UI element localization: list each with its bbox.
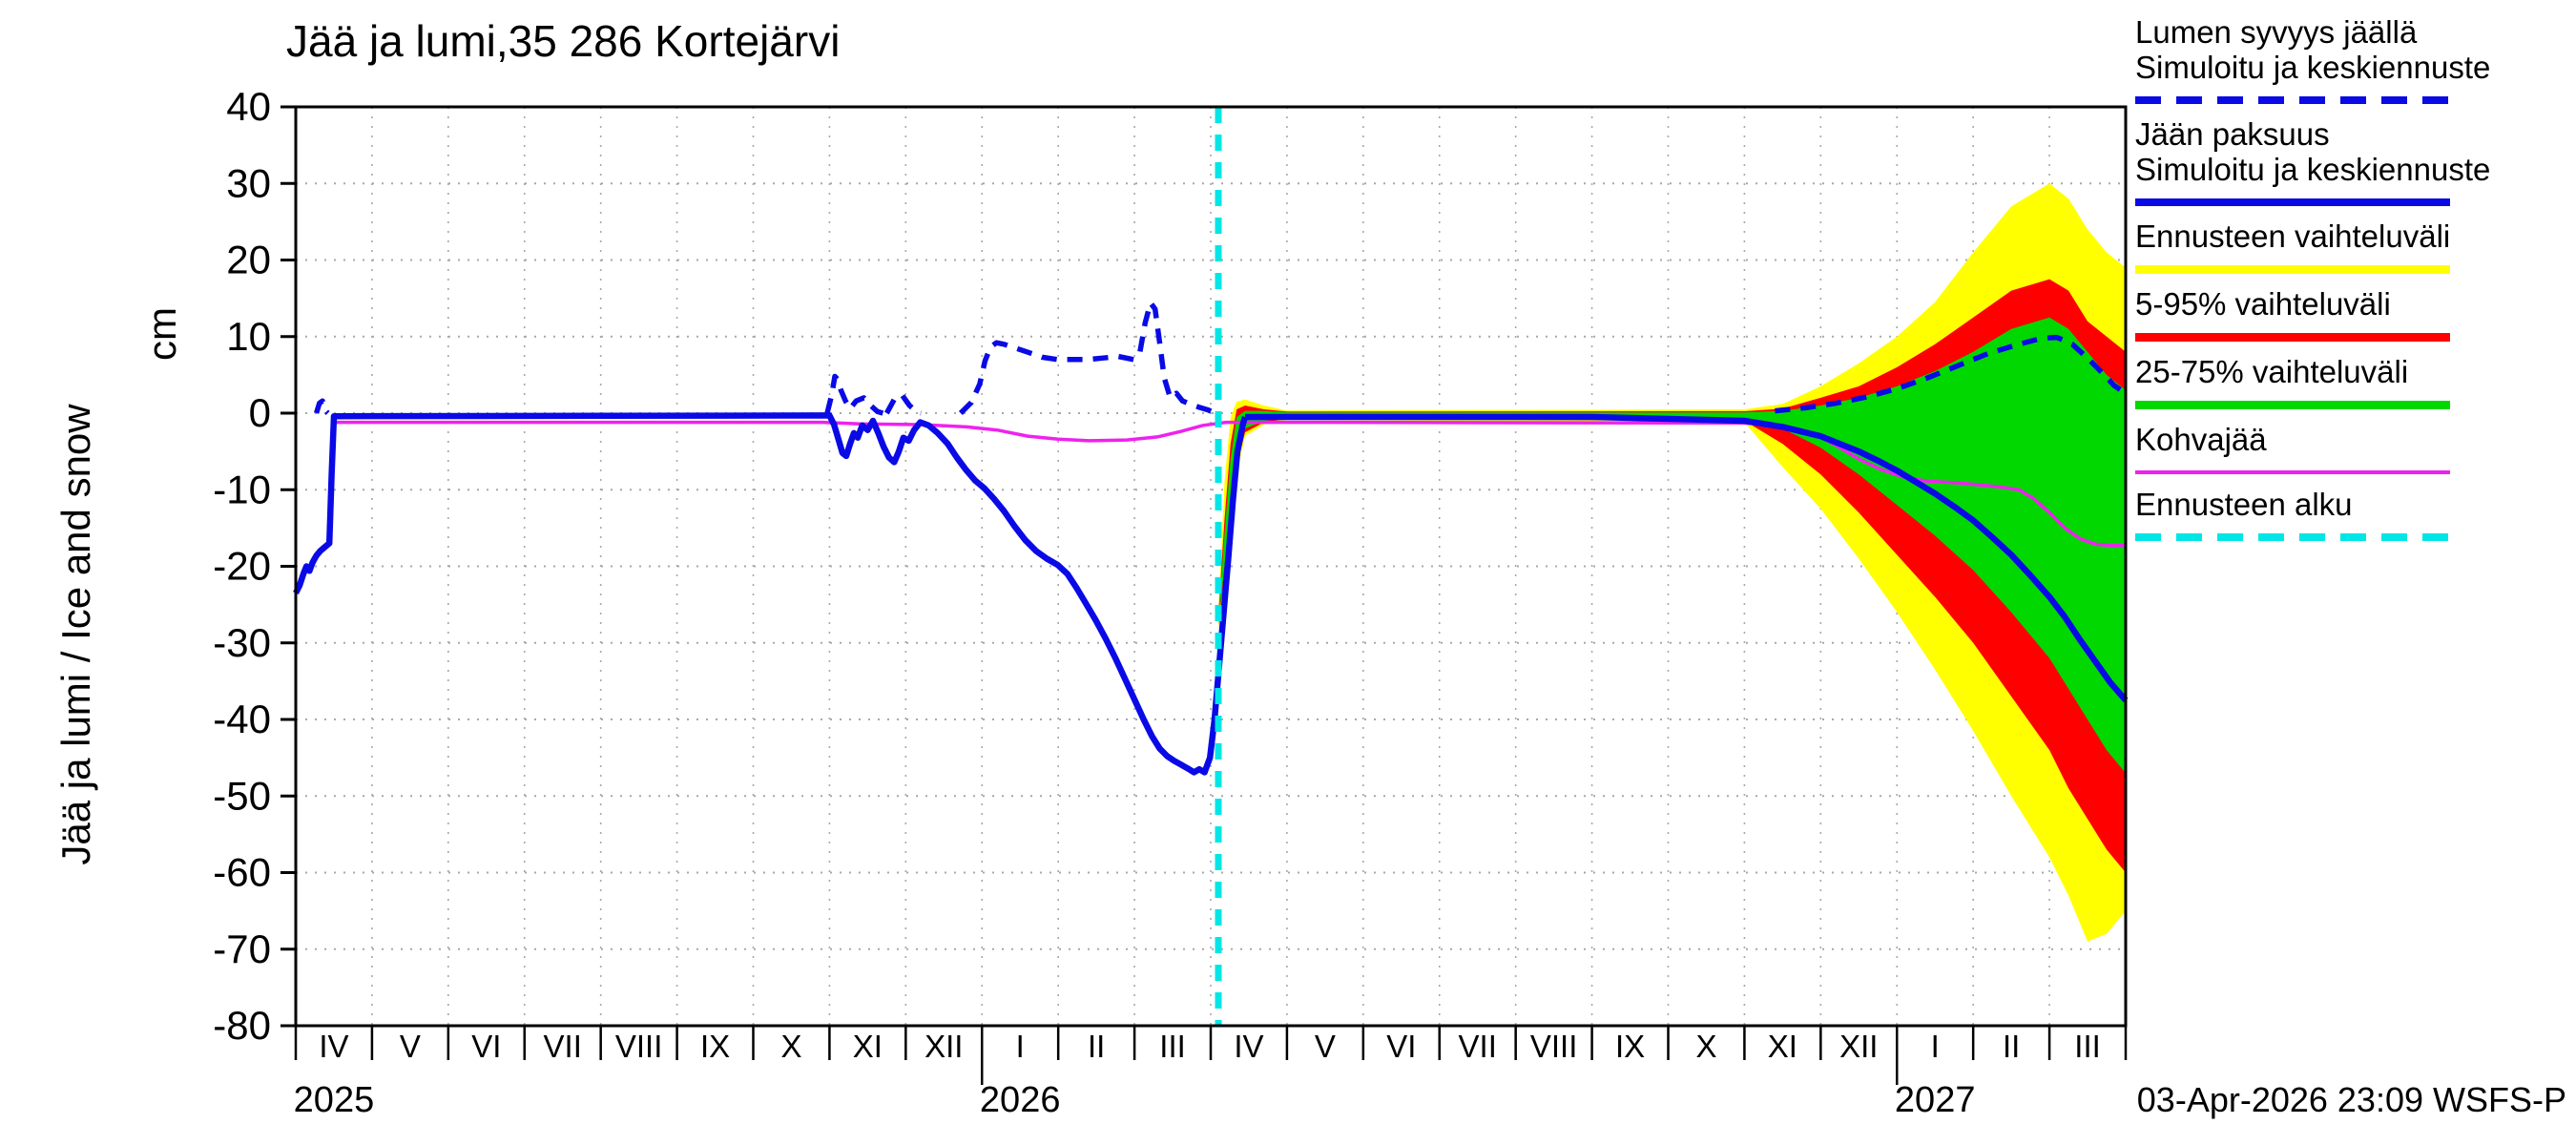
legend-label: Ennusteen alku: [2135, 487, 2353, 522]
y-tick-label: -80: [213, 1003, 271, 1048]
legend-item-snow-depth: Lumen syvyys jäällä Simuloitu ja keskien…: [2135, 14, 2574, 104]
ice-forecast-line: [1245, 413, 2129, 703]
snow-history-line: [824, 373, 884, 416]
legend-snow-depth-line-sample: [2135, 96, 2450, 104]
month-label: IX: [1615, 1029, 1645, 1064]
y-axis-label: Jää ja lumi / Ice and snow: [53, 404, 98, 865]
month-label: V: [1315, 1029, 1336, 1064]
legend-label: 5-95% vaihteluväli: [2135, 286, 2391, 322]
y-tick-label: -50: [213, 773, 271, 818]
y-tick-label: -30: [213, 620, 271, 665]
x-axis: IV V VI VII VIII IX X XI XII I II III IV V VI VII VIII IX…: [294, 1026, 2128, 1120]
legend-ice-thickness-line-sample: [2135, 198, 2450, 206]
y-tick-label: -60: [213, 850, 271, 895]
snow-history-line: [958, 300, 1216, 416]
month-label: XII: [1839, 1029, 1878, 1064]
month-label: VII: [1459, 1029, 1497, 1064]
legend-forecast-start-line-sample: [2135, 533, 2450, 541]
chart-title: Jää ja lumi,35 286 Kortejärvi: [286, 16, 841, 66]
month-label: XII: [924, 1029, 963, 1064]
legend-label: Simuloitu ja keskiennuste: [2135, 50, 2491, 85]
band-green: [1218, 317, 2126, 774]
month-label: XI: [1768, 1029, 1797, 1064]
month-label: I: [1016, 1029, 1025, 1064]
month-label: V: [400, 1029, 421, 1064]
simulated-series: [293, 300, 2129, 776]
legend-label: Lumen syvyys jäällä: [2135, 14, 2418, 50]
month-label: III: [2074, 1029, 2101, 1064]
y-tick-label: 10: [226, 314, 271, 359]
month-label: IX: [700, 1029, 730, 1064]
forecast-bands: [1218, 183, 2126, 942]
legend-label: Jään paksuus: [2135, 116, 2330, 152]
legend-kohvajaa-line-sample: [2135, 470, 2450, 474]
legend-label: Simuloitu ja keskiennuste: [2135, 152, 2491, 187]
month-label: IV: [319, 1029, 348, 1064]
month-label: I: [1931, 1029, 1940, 1064]
legend-item-5-95-range: 5-95% vaihteluväli: [2135, 286, 2574, 342]
month-label: III: [1159, 1029, 1186, 1064]
month-label: XI: [853, 1029, 883, 1064]
legend-item-25-75-range: 25-75% vaihteluväli: [2135, 354, 2574, 409]
month-label: VI: [471, 1029, 501, 1064]
y-tick-label: -10: [213, 467, 271, 511]
month-label: X: [1695, 1029, 1716, 1064]
legend-forecast-range-line-sample: [2135, 265, 2450, 274]
snow-history-line: [313, 398, 330, 415]
month-label: II: [1088, 1029, 1105, 1064]
y-tick-label: -70: [213, 926, 271, 971]
legend: Lumen syvyys jäällä Simuloitu ja keskien…: [2135, 14, 2574, 553]
year-label: 2025: [294, 1080, 375, 1120]
legend-label: Ennusteen vaihteluväli: [2135, 219, 2451, 254]
month-label: IV: [1234, 1029, 1263, 1064]
year-label: 2027: [1895, 1080, 1976, 1120]
ice-history-line: [293, 412, 1249, 776]
legend-item-forecast-range: Ennusteen vaihteluväli: [2135, 219, 2574, 274]
y-tick-label: 30: [226, 160, 271, 205]
y-axis-unit-label: cm: [139, 307, 184, 361]
month-label: VIII: [1530, 1029, 1578, 1064]
month-label: VI: [1386, 1029, 1416, 1064]
legend-label: Kohvajää: [2135, 422, 2267, 457]
month-label: VII: [544, 1029, 582, 1064]
legend-label: 25-75% vaihteluväli: [2135, 354, 2409, 389]
y-axis: 40 30 20 10 0 -10 -20 -30 -40 -50 -60 -70 -80: [213, 84, 296, 1048]
timestamp: 03-Apr-2026 23:09 WSFS-P: [2136, 1080, 2566, 1119]
month-label: II: [2003, 1029, 2020, 1064]
grid: [296, 107, 2126, 1026]
legend-5-95-line-sample: [2135, 333, 2450, 342]
y-tick-label: 40: [226, 84, 271, 129]
snow-forecast-line: [1775, 334, 2128, 414]
y-tick-label: 0: [249, 390, 271, 435]
legend-item-ice-thickness: Jään paksuus Simuloitu ja keskiennuste: [2135, 116, 2574, 206]
snow-history-line: [883, 391, 923, 416]
month-label: VIII: [615, 1029, 663, 1064]
legend-25-75-line-sample: [2135, 401, 2450, 409]
year-label: 2026: [980, 1080, 1061, 1120]
y-tick-label: 20: [226, 238, 271, 282]
legend-item-forecast-start: Ennusteen alku: [2135, 487, 2574, 541]
y-tick-label: -40: [213, 697, 271, 741]
y-tick-label: -20: [213, 544, 271, 589]
month-label: X: [780, 1029, 801, 1064]
legend-item-kohvajaa: Kohvajää: [2135, 422, 2574, 474]
